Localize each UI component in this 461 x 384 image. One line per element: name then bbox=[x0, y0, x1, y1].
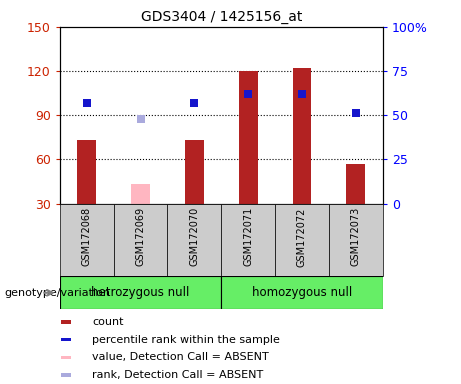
Text: GSM172070: GSM172070 bbox=[189, 207, 200, 266]
Text: hetrozygous null: hetrozygous null bbox=[91, 286, 190, 299]
Text: count: count bbox=[92, 317, 124, 327]
Text: GSM172071: GSM172071 bbox=[243, 207, 253, 266]
Bar bbox=[60, 204, 114, 276]
Bar bbox=[61, 356, 71, 359]
Bar bbox=[221, 204, 275, 276]
Bar bbox=[239, 71, 258, 204]
Bar bbox=[293, 68, 311, 204]
Text: GSM172069: GSM172069 bbox=[136, 207, 146, 266]
Text: homozygous null: homozygous null bbox=[252, 286, 352, 299]
Text: percentile rank within the sample: percentile rank within the sample bbox=[92, 334, 280, 344]
Text: GSM172072: GSM172072 bbox=[297, 207, 307, 266]
Bar bbox=[61, 373, 71, 377]
Bar bbox=[61, 320, 71, 324]
Bar bbox=[60, 276, 221, 309]
Text: rank, Detection Call = ABSENT: rank, Detection Call = ABSENT bbox=[92, 370, 263, 380]
Bar bbox=[77, 140, 96, 204]
Bar bbox=[61, 338, 71, 341]
Bar bbox=[221, 276, 383, 309]
Text: GSM172073: GSM172073 bbox=[351, 207, 361, 266]
Bar bbox=[329, 204, 383, 276]
Bar bbox=[185, 140, 204, 204]
Bar bbox=[275, 204, 329, 276]
Text: genotype/variation: genotype/variation bbox=[5, 288, 111, 298]
Bar bbox=[167, 204, 221, 276]
Text: GSM172068: GSM172068 bbox=[82, 207, 92, 266]
Title: GDS3404 / 1425156_at: GDS3404 / 1425156_at bbox=[141, 10, 302, 25]
Bar bbox=[114, 204, 167, 276]
Bar bbox=[131, 184, 150, 204]
Bar bbox=[346, 164, 365, 204]
Text: value, Detection Call = ABSENT: value, Detection Call = ABSENT bbox=[92, 353, 269, 362]
